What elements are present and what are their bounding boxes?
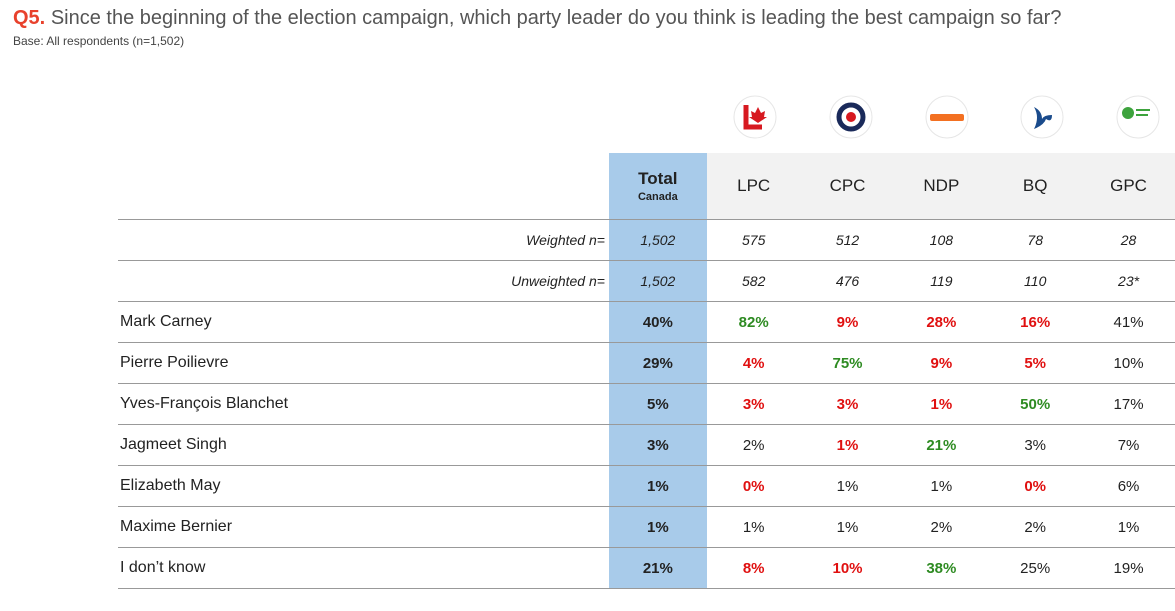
cell: 3% — [706, 383, 801, 425]
cell: 582 — [706, 260, 801, 302]
total-cell: 1% — [608, 465, 707, 507]
party-logos — [733, 95, 1160, 139]
table-row: Jagmeet Singh 3% 2% 1% 21% 3% 7% — [118, 424, 1175, 466]
cell: 3% — [800, 383, 895, 425]
cell: 0% — [706, 465, 801, 507]
cell: 7% — [1082, 424, 1175, 466]
cell: 2% — [894, 506, 989, 548]
cell: 2% — [706, 424, 801, 466]
column-header: GPC — [1082, 153, 1175, 220]
row-label: Pierre Poilievre — [118, 342, 609, 384]
cell: 19% — [1082, 547, 1175, 589]
cell: 17% — [1082, 383, 1175, 425]
cell: 10% — [1082, 342, 1175, 384]
cell: 476 — [800, 260, 895, 302]
cell: 1% — [706, 506, 801, 548]
cell: 82% — [706, 301, 801, 343]
cell: 9% — [800, 301, 895, 343]
cell: 10% — [800, 547, 895, 589]
cell: 50% — [988, 383, 1083, 425]
row-label: Maxime Bernier — [118, 506, 609, 548]
cell: 1% — [1082, 506, 1175, 548]
cell: 8% — [706, 547, 801, 589]
header-row: Total Canada LPC CPC NDP BQ GPC — [118, 153, 1175, 220]
cell: 4% — [706, 342, 801, 384]
cell: 2% — [988, 506, 1083, 548]
cell: 28 — [1082, 219, 1175, 261]
table-row: Pierre Poilievre 29% 4% 75% 9% 5% 10% — [118, 342, 1175, 384]
cell: 1% — [800, 424, 895, 466]
total-cell: 21% — [608, 547, 707, 589]
table-row: Unweighted n= 1,502 582 476 119 110 23* — [118, 260, 1175, 302]
cell: 41% — [1082, 301, 1175, 343]
cell: 75% — [800, 342, 895, 384]
results-table: Total Canada LPC CPC NDP BQ GPC Weighted n= 1,… — [118, 153, 1175, 589]
row-label: Elizabeth May — [118, 465, 609, 507]
title: Q5. Since the beginning of the election … — [13, 7, 1061, 30]
cell: 1% — [800, 506, 895, 548]
cell: 5% — [988, 342, 1083, 384]
total-label: Total — [638, 169, 678, 188]
cell: 6% — [1082, 465, 1175, 507]
total-cell: 1,502 — [608, 219, 707, 261]
lpc-logo — [733, 95, 777, 139]
cell: 9% — [894, 342, 989, 384]
row-label: Yves-François Blanchet — [118, 383, 609, 425]
column-header: CPC — [800, 153, 895, 220]
table-row: Yves-François Blanchet 5% 3% 3% 1% 50% 17% — [118, 383, 1175, 425]
bq-logo — [1020, 95, 1064, 139]
row-label: Jagmeet Singh — [118, 424, 609, 466]
total-cell: 3% — [608, 424, 707, 466]
ndp-logo — [925, 95, 969, 139]
row-label: Unweighted n= — [118, 260, 609, 302]
row-label: I don’t know — [118, 547, 609, 589]
question-text: Since the beginning of the election camp… — [50, 7, 1062, 29]
cell: 16% — [988, 301, 1083, 343]
gpc-logo — [1116, 95, 1160, 139]
total-cell: 1% — [608, 506, 707, 548]
column-header: BQ — [988, 153, 1083, 220]
column-header: LPC — [706, 153, 801, 220]
table-row: Maxime Bernier 1% 1% 1% 2% 2% 1% — [118, 506, 1175, 548]
cell: 0% — [988, 465, 1083, 507]
base-note: Base: All respondents (n=1,502) — [13, 34, 185, 48]
total-sublabel: Canada — [637, 191, 678, 203]
column-header: NDP — [894, 153, 989, 220]
table-body: Total Canada LPC CPC NDP BQ GPC Weighted n= 1,… — [118, 153, 1175, 589]
table-row: Weighted n= 1,502 575 512 108 78 28 — [118, 219, 1175, 261]
cell: 575 — [706, 219, 801, 261]
cell: 25% — [988, 547, 1083, 589]
cpc-logo — [829, 95, 873, 139]
cell: 1% — [894, 383, 989, 425]
total-header: Total Canada — [608, 153, 707, 220]
cell: 119 — [894, 260, 989, 302]
cell: 21% — [894, 424, 989, 466]
cell: 1% — [894, 465, 989, 507]
cell: 1% — [800, 465, 895, 507]
cell: 3% — [988, 424, 1083, 466]
question-number: Q5. — [13, 7, 46, 29]
cell: 23* — [1082, 260, 1175, 302]
cell: 108 — [894, 219, 989, 261]
table-row: I don’t know 21% 8% 10% 38% 25% 19% — [118, 547, 1175, 589]
table-row: Mark Carney 40% 82% 9% 28% 16% 41% — [118, 301, 1175, 343]
cell: 28% — [894, 301, 989, 343]
total-cell: 40% — [608, 301, 707, 343]
header-blank — [118, 153, 609, 220]
row-label: Mark Carney — [118, 301, 609, 343]
cell: 512 — [800, 219, 895, 261]
table-row: Elizabeth May 1% 0% 1% 1% 0% 6% — [118, 465, 1175, 507]
total-cell: 29% — [608, 342, 707, 384]
cell: 38% — [894, 547, 989, 589]
cell: 78 — [988, 219, 1083, 261]
total-cell: 1,502 — [608, 260, 707, 302]
cell: 110 — [988, 260, 1083, 302]
total-cell: 5% — [608, 383, 707, 425]
row-label: Weighted n= — [118, 219, 609, 261]
